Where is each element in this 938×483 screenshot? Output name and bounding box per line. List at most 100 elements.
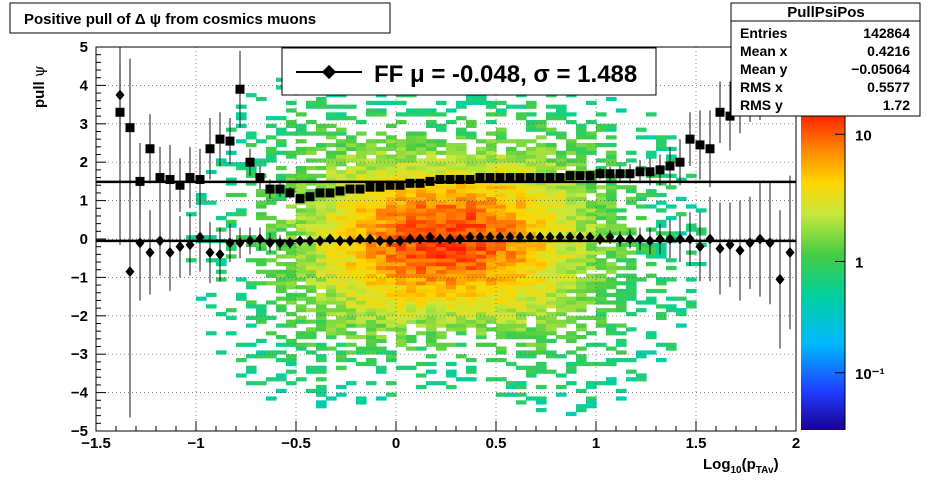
heat-cell [376,219,387,224]
heat-cell [456,169,467,175]
heat-cell [356,308,367,313]
heat-cell [496,300,507,305]
heat-cell [436,212,447,217]
heat-cell [476,242,487,247]
heat-cell [646,112,657,117]
x-tick-label: 1.5 [686,435,707,452]
heat-cell [376,158,387,163]
y-axis-label: pull ψ [30,65,48,108]
x-tick-label: 2 [792,435,800,452]
heat-cell [506,189,517,194]
heat-cell [426,381,437,386]
heat-cell [326,269,337,274]
heat-cell [456,312,467,317]
diamond-marker [575,231,585,243]
heat-cell [696,231,707,236]
heat-cell [256,162,267,167]
heat-cell [646,296,657,301]
heat-cell [686,223,697,228]
heat-cell [586,288,597,294]
stats-label: Mean x [740,43,788,59]
heat-cell [266,250,277,255]
heat-cell [466,262,477,267]
heat-cell [606,381,617,386]
heat-cell [276,281,287,286]
heat-cell [496,169,507,175]
heat-cell [386,323,397,328]
heat-cell [366,281,377,286]
heat-cell [516,308,527,313]
heat-cell [446,315,457,320]
y-tick-label: −5 [71,423,88,440]
heat-cell [316,308,327,313]
heat-cell [686,173,697,178]
heat-cell [486,192,497,198]
heat-cell [396,208,407,213]
heat-cell [406,242,417,247]
heat-cell [586,361,597,367]
diamond-marker [515,231,525,243]
heat-cell [366,361,377,367]
heat-cell [476,223,487,228]
heat-cell [466,365,477,370]
heat-cell [346,181,357,186]
heat-cell [556,131,567,136]
heat-cell [396,154,407,159]
heat-cell [546,192,557,198]
heat-cell [616,216,627,221]
heat-cell [546,250,557,255]
z-tick-label: 1 [855,254,863,271]
heat-cell [336,250,347,255]
heat-cell [216,262,227,267]
heat-cell [386,354,397,359]
heat-cell [566,181,577,186]
heat-cell [406,273,417,278]
heat-cell [386,269,397,274]
heat-cell [416,315,427,320]
heat-cell [366,139,377,144]
heat-cell [336,146,347,151]
heat-cell [476,208,487,213]
heat-cell [566,227,577,232]
heat-cell [446,185,457,190]
heat-cell [616,265,627,271]
heat-cell [366,315,377,320]
heat-cell [396,335,407,340]
heat-cell [496,216,507,221]
heat-cell [546,304,557,309]
heat-cell [556,308,567,313]
heat-cell [236,292,247,297]
heat-cell [416,162,427,167]
heat-cell [456,281,467,286]
heat-cell [536,331,547,336]
heat-cell [656,277,667,282]
heat-cell [506,323,517,328]
heat-cell [466,223,477,228]
heat-cell [326,112,337,117]
heat-cell [436,204,447,209]
heat-cell [546,350,557,355]
heat-cell [636,250,647,255]
heat-cell [526,342,537,347]
heat-cell [356,273,367,278]
heat-cell [496,227,507,232]
heat-cell [476,288,487,294]
heat-cell [406,335,417,340]
heat-cell [406,216,417,221]
heat-cell [576,285,587,290]
heat-cell [346,223,357,228]
heat-cell [526,365,537,370]
heat-cell [406,281,417,286]
diamond-marker [745,237,755,249]
diamond-marker [565,231,575,243]
heat-cell [536,277,547,282]
square-marker [135,176,145,186]
heat-cell [576,254,587,259]
heat-cell [396,319,407,324]
square-marker [725,111,735,121]
heat-cell [436,265,447,271]
heat-cell [426,262,437,267]
heat-cell [386,204,397,209]
diamond-marker [585,231,595,243]
